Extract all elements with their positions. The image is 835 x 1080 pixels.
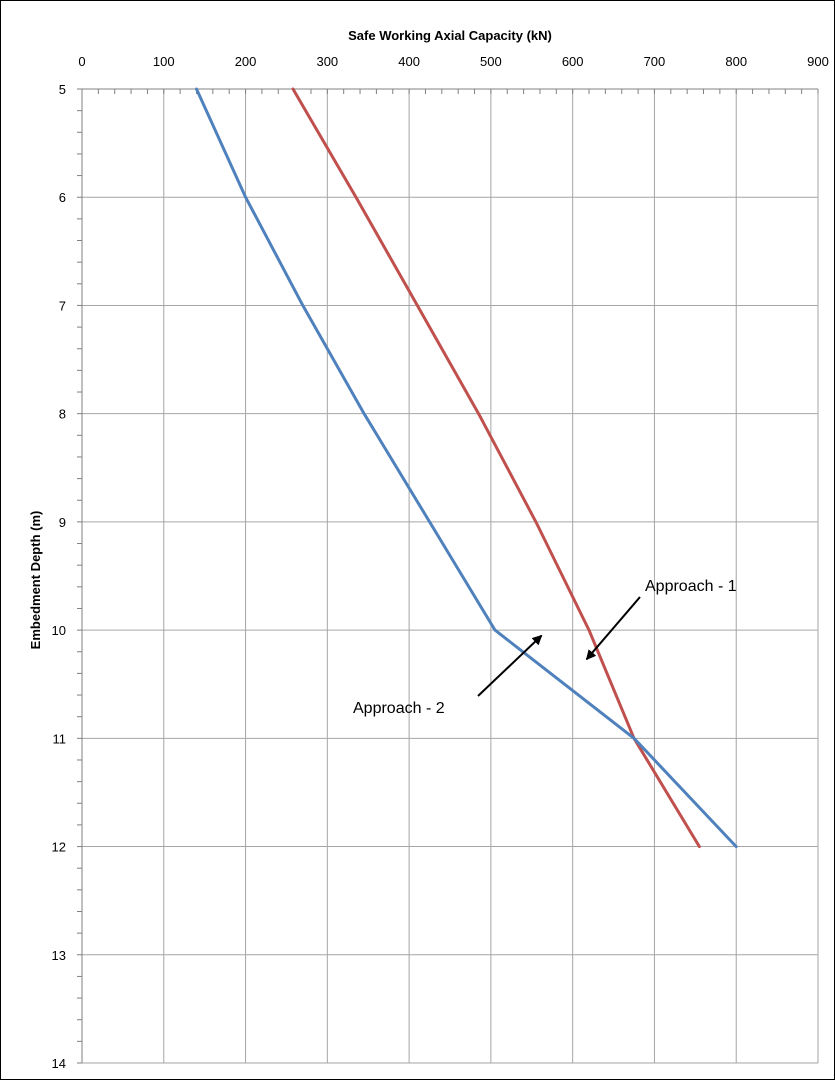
annotation-label-2: Approach - 2 (353, 700, 445, 717)
annotation-arrow-2 (477, 634, 543, 697)
x-tick-label: 300 (316, 54, 338, 69)
y-tick-label: 7 (59, 298, 66, 313)
x-axis-title: Safe Working Axial Capacity (kN) (348, 28, 552, 43)
y-axis-title: Embedment Depth (m) (28, 511, 43, 650)
y-tick-label: 11 (53, 731, 67, 746)
x-tick-label: 400 (398, 54, 420, 69)
x-tick-label: 600 (562, 54, 584, 69)
annotations: Approach - 1 Approach - 2 (353, 578, 737, 717)
y-tick-label: 13 (52, 948, 66, 963)
series-line-1 (291, 87, 701, 849)
y-tick-label: 6 (59, 190, 66, 205)
annotation-arrow-1 (585, 596, 641, 661)
x-tick-label: 100 (153, 54, 175, 69)
x-tick-label: 800 (725, 54, 747, 69)
series-layer (195, 87, 738, 849)
y-tick-label: 12 (52, 840, 66, 855)
x-tick-label: 900 (807, 54, 829, 69)
x-tick-label: 500 (480, 54, 502, 69)
grid (81, 88, 819, 1064)
y-tick-label: 8 (59, 407, 66, 422)
y-tick-label: 9 (59, 515, 66, 530)
y-tick-label: 10 (52, 623, 66, 638)
y-tick-label: 14 (52, 1056, 66, 1071)
x-tick-label: 200 (235, 54, 257, 69)
minor-ticks (77, 88, 819, 1064)
y-tick-labels: 5 6 7 8 9 10 11 12 13 14 (52, 82, 66, 1071)
y-tick-label: 5 (59, 82, 66, 97)
annotation-label-1: Approach - 1 (645, 578, 737, 595)
x-tick-label: 0 (78, 54, 85, 69)
x-tick-labels: 0 100 200 300 400 500 600 700 800 900 (78, 54, 828, 69)
series-line-2 (195, 87, 738, 849)
x-tick-label: 700 (644, 54, 666, 69)
